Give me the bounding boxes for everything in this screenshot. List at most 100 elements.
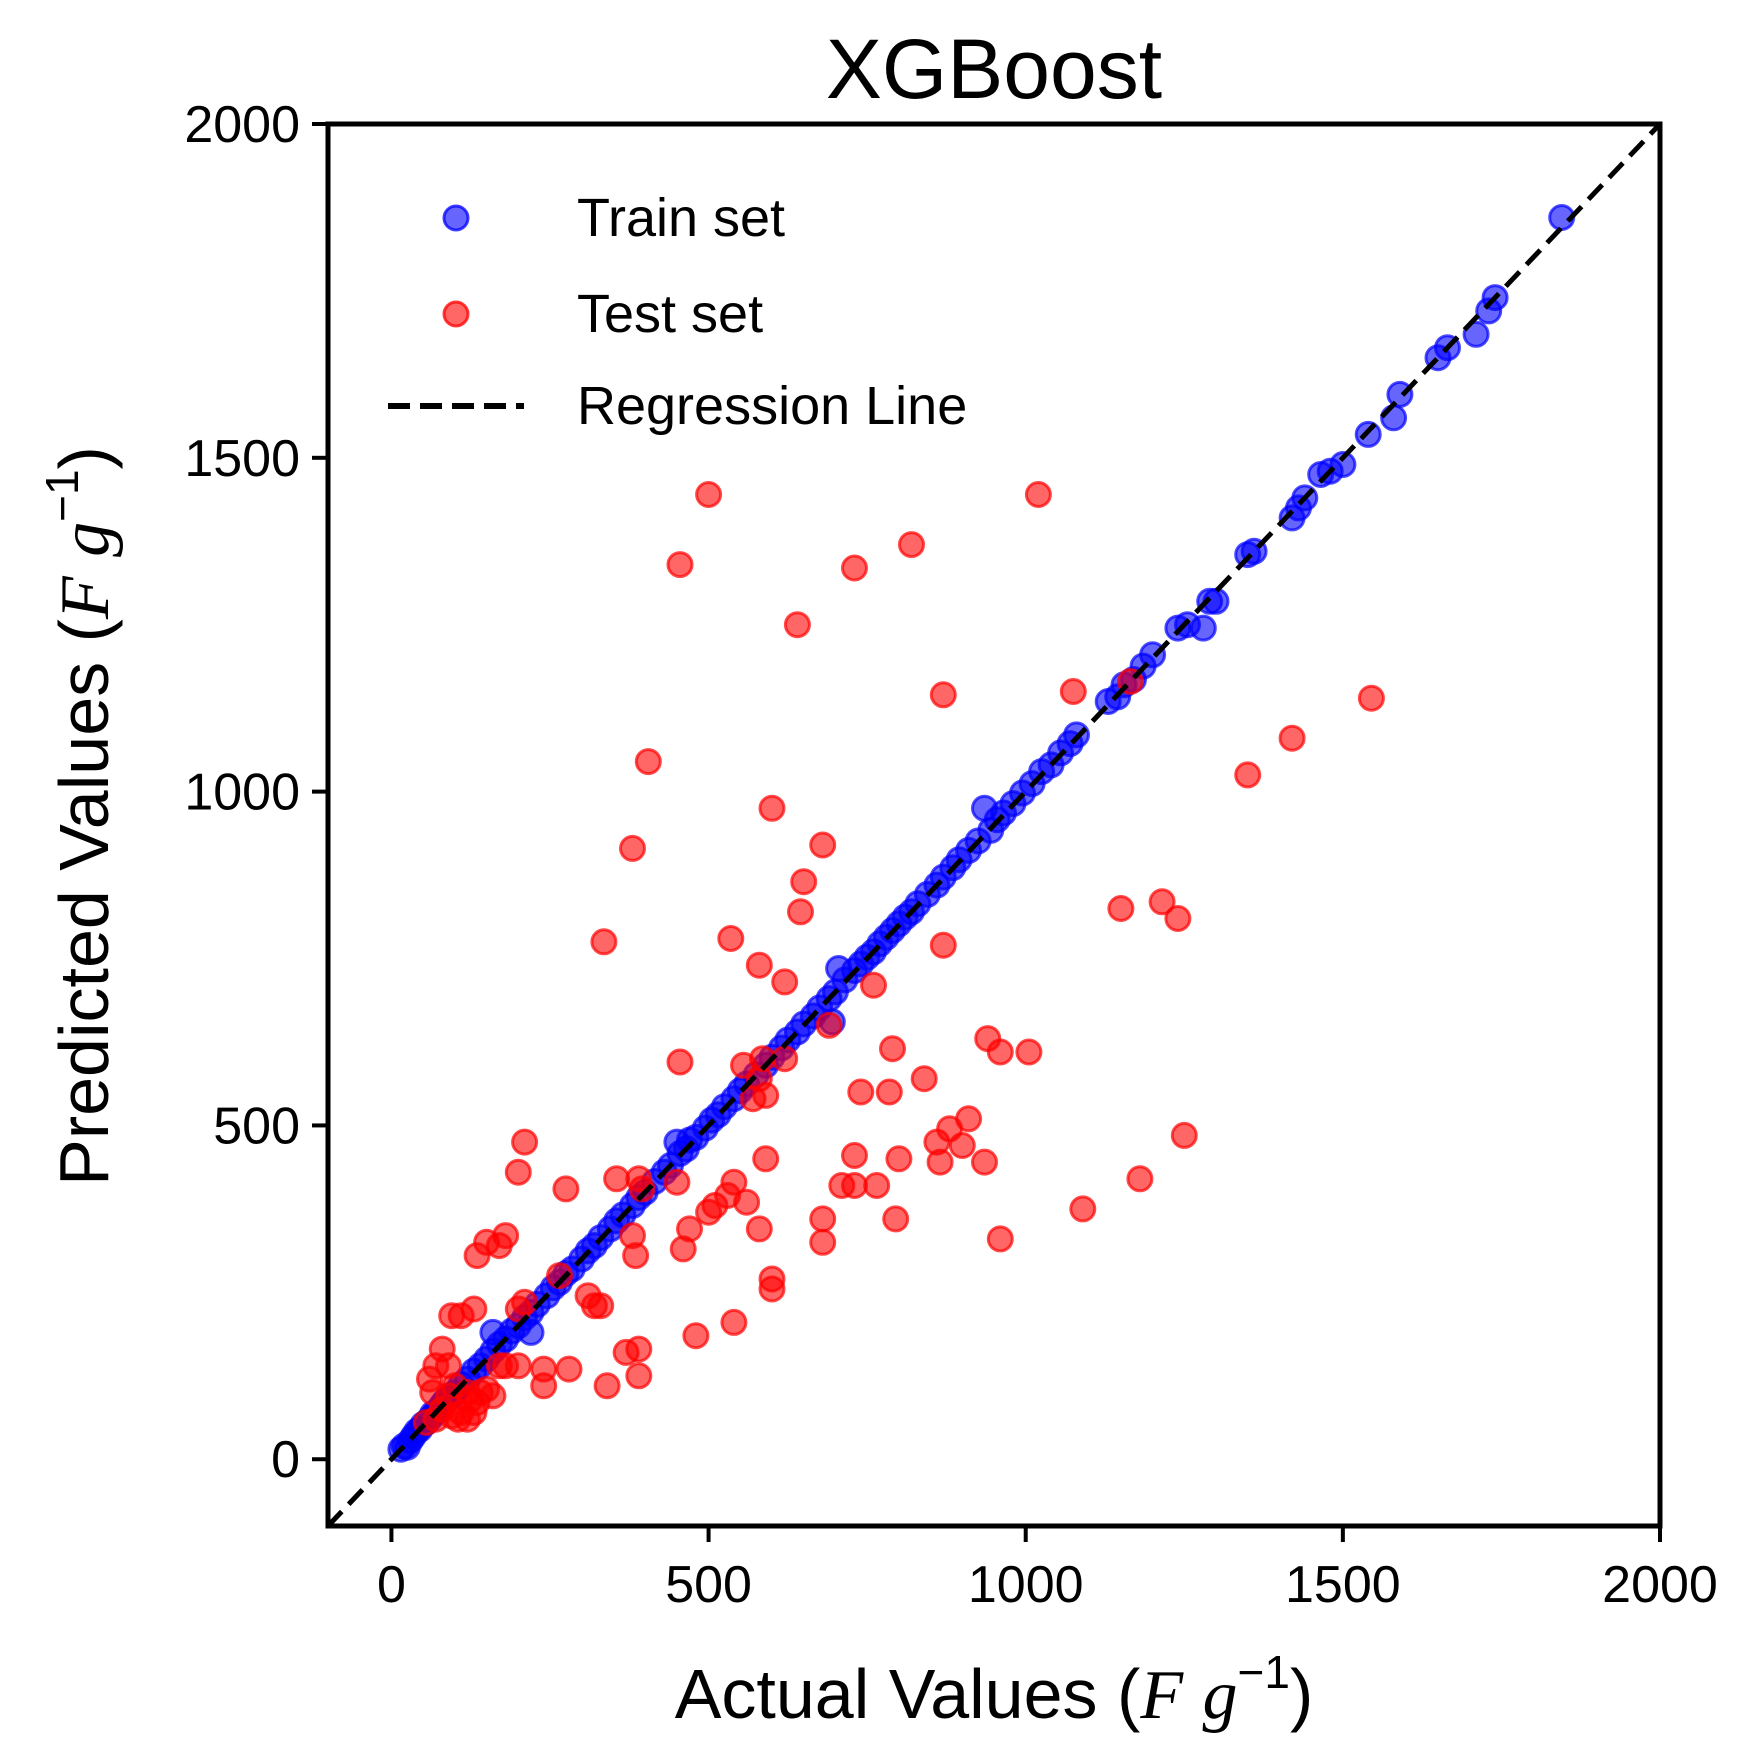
data-point	[847, 1078, 875, 1106]
y-tick-label: 0	[271, 1431, 300, 1489]
data-point	[809, 1228, 837, 1256]
data-point	[530, 1372, 558, 1400]
data-point	[926, 1148, 954, 1176]
data-point	[587, 1292, 615, 1320]
data-point	[444, 1405, 472, 1433]
data-point	[511, 1128, 539, 1156]
data-point	[841, 1172, 868, 1199]
data-point	[504, 1158, 532, 1186]
x-tick-label: 1500	[1285, 1556, 1401, 1614]
y-tick-label: 2000	[184, 96, 300, 154]
data-point	[666, 551, 694, 579]
data-point	[841, 1142, 868, 1169]
data-point	[663, 1168, 691, 1196]
data-point	[492, 1222, 520, 1250]
data-point	[1069, 1195, 1097, 1223]
data-point	[593, 1372, 621, 1400]
data-point	[619, 834, 646, 862]
x-axis-ticks: 0 500 1000 1500 2000	[377, 1526, 1718, 1614]
series-test	[412, 481, 1385, 1436]
data-point	[986, 1225, 1014, 1253]
legend-marker-test	[442, 300, 470, 328]
data-point	[863, 1172, 891, 1199]
data-point	[875, 1078, 903, 1106]
regression-line-layer	[326, 122, 1662, 1528]
y-axis-label: Predicted Values (F g−1)	[36, 446, 124, 1186]
data-point	[1024, 481, 1052, 508]
data-point	[948, 1132, 976, 1159]
data-point	[625, 1335, 653, 1363]
data-point	[479, 1382, 507, 1410]
legend: Train set Test set Regression Line	[388, 188, 967, 436]
x-tick-label: 1000	[968, 1556, 1084, 1614]
data-point	[1107, 895, 1135, 922]
data-point	[752, 1081, 780, 1109]
data-point	[625, 1362, 653, 1390]
data-point	[1234, 761, 1262, 789]
regression-line	[326, 122, 1662, 1528]
data-point	[590, 928, 618, 956]
data-point	[787, 898, 814, 926]
data-point	[479, 1318, 507, 1346]
y-tick-label: 1000	[184, 764, 300, 822]
data-point	[1126, 1165, 1154, 1193]
data-point	[1059, 678, 1087, 705]
data-point	[622, 1242, 650, 1270]
chart-title: XGBoost	[826, 22, 1162, 116]
data-point	[669, 1235, 697, 1263]
data-point	[1380, 404, 1408, 432]
data-point	[771, 1045, 799, 1073]
data-point	[815, 1011, 843, 1039]
data-point	[771, 968, 799, 996]
legend-label-test: Test set	[577, 284, 763, 344]
data-point	[879, 1035, 906, 1063]
data-point	[1189, 614, 1217, 642]
y-axis-ticks: 0 500 1000 1500 2000	[184, 96, 328, 1489]
data-point	[929, 681, 957, 709]
data-point	[628, 1175, 656, 1203]
data-point	[717, 925, 745, 952]
data-point	[955, 1105, 983, 1133]
data-point	[758, 1275, 786, 1303]
data-point	[504, 1352, 532, 1380]
data-point	[603, 1165, 631, 1193]
data-point	[882, 1205, 910, 1233]
legend-label-regression: Regression Line	[577, 376, 967, 436]
data-point	[898, 531, 925, 559]
plot-frame	[325, 121, 1663, 1529]
data-point	[1170, 1121, 1198, 1149]
legend-label-train: Train set	[577, 188, 785, 248]
data-point	[552, 1175, 580, 1203]
data-point	[841, 554, 868, 582]
data-point	[555, 1355, 583, 1383]
data-point	[1462, 320, 1490, 348]
x-tick-label: 2000	[1602, 1556, 1718, 1614]
data-point	[1278, 724, 1306, 752]
data-point	[682, 1322, 710, 1350]
data-point	[745, 1215, 773, 1243]
data-point	[860, 971, 887, 999]
x-axis-label: Actual Values (F g−1)	[675, 1646, 1314, 1734]
x-tick-label: 0	[377, 1556, 406, 1614]
data-point	[910, 1065, 938, 1093]
data-point	[790, 868, 818, 896]
data-point	[809, 1205, 837, 1233]
data-point	[1015, 1038, 1043, 1066]
data-point	[720, 1308, 748, 1336]
data-point	[1329, 451, 1357, 478]
data-point	[666, 1048, 694, 1076]
data-point	[885, 1145, 913, 1173]
data-point	[809, 831, 837, 859]
data-point	[929, 931, 957, 959]
data-point	[1164, 905, 1192, 932]
legend-marker-train	[442, 204, 470, 232]
data-point	[752, 1145, 780, 1173]
data-point	[695, 481, 723, 508]
x-tick-label: 500	[665, 1556, 752, 1614]
data-point	[546, 1262, 573, 1290]
data-point	[447, 1302, 475, 1330]
data-point	[971, 1148, 998, 1176]
data-point	[733, 1188, 761, 1216]
data-point	[783, 611, 811, 639]
